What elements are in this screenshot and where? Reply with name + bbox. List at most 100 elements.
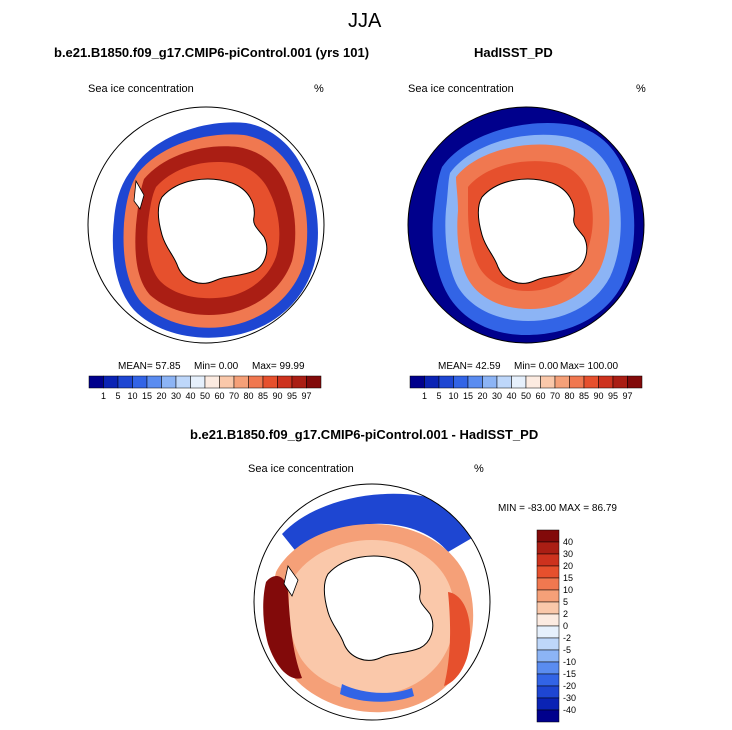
- panel1-colorbar-swatch: [219, 375, 235, 389]
- panel1-colorbar-tick-label: 97: [301, 391, 312, 401]
- panel1-colorbar-tick-label: 20: [156, 391, 167, 401]
- panel3-colorbar-tick-label: -40: [563, 705, 577, 715]
- panel2-colorbar-tick-label: 5: [436, 391, 442, 401]
- panel2-colorbar-swatch: [598, 375, 614, 389]
- panel1-colorbar-swatch: [88, 375, 104, 389]
- panel3-colorbar-tick-label: -5: [563, 645, 572, 655]
- panel3-colorbar-swatch: [536, 589, 560, 603]
- panel1-colorbar-swatch: [132, 375, 148, 389]
- panel3-colorbar-swatch: [536, 601, 560, 615]
- panel2-colorbar-swatch: [554, 375, 570, 389]
- panel3-colorbar-swatch: [536, 649, 560, 663]
- panel3-colorbar-tick-label: -30: [563, 693, 577, 703]
- panel2-mean: MEAN= 42.59: [438, 361, 501, 372]
- panel2-colorbar-swatch: [612, 375, 628, 389]
- panel2-map: [407, 106, 645, 344]
- panel2-colorbar-swatch: [540, 375, 556, 389]
- panel3-title: b.e21.B1850.f09_g17.CMIP6-piControl.001 …: [190, 427, 539, 442]
- panel2-colorbar-tick-label: 70: [549, 391, 561, 401]
- panel2-title: HadISST_PD: [474, 45, 553, 60]
- panel1-colorbar-swatch: [146, 375, 162, 389]
- panel3-colorbar-swatch: [536, 625, 560, 639]
- panel2-colorbar-tick-label: 20: [477, 391, 488, 401]
- panel1-colorbar-swatch: [262, 375, 278, 389]
- panel2-colorbar-swatch: [409, 375, 425, 389]
- panel3-colorbar-tick-label: 40: [563, 537, 574, 547]
- panel1-colorbar-tick-label: 15: [141, 391, 153, 401]
- panel1-colorbar-swatch: [291, 375, 307, 389]
- panel2-colorbar-tick-label: 10: [448, 391, 459, 401]
- panel1-colorbar-swatch: [204, 375, 220, 389]
- panel1-units-label: %: [314, 83, 324, 95]
- panel1-map: [87, 106, 325, 344]
- panel3-variable-label: Sea ice concentration: [248, 463, 354, 475]
- panel3-colorbar-swatch: [536, 529, 560, 543]
- panel2-colorbar-swatch: [438, 375, 454, 389]
- panel1-colorbar-tick-label: 90: [272, 391, 283, 401]
- panel3-colorbar-ticks: 40 30 20 15 10 5 2 0 -2 -5 -10 -15 -20 -30 -40: [563, 530, 593, 722]
- panel3-map: [253, 483, 491, 721]
- panel3-colorbar-tick-label: -10: [563, 657, 577, 667]
- panel2-colorbar-swatch: [569, 375, 585, 389]
- panel1-colorbar-tick-label: 95: [286, 391, 298, 401]
- panel3-colorbar-tick-label: 2: [563, 609, 569, 619]
- panel2-colorbar-swatch: [525, 375, 541, 389]
- panel2-colorbar-tick-label: 95: [607, 391, 619, 401]
- panel3-colorbar-swatch: [536, 709, 560, 723]
- panel2-colorbar-tick-label: 30: [491, 391, 503, 401]
- panel2-colorbar: [409, 375, 643, 389]
- figure-title: JJA: [348, 10, 382, 32]
- panel1-colorbar-swatch: [190, 375, 206, 389]
- panel2-colorbar-tick-label: 1: [421, 391, 428, 401]
- panel3-colorbar-tick-label: 15: [563, 573, 574, 583]
- panel3-colorbar-tick-label: 10: [563, 585, 574, 595]
- panel3-colorbar-swatch: [536, 637, 560, 651]
- panel1-mean: MEAN= 57.85: [118, 361, 181, 372]
- panel2-colorbar-tick-label: 50: [520, 391, 532, 401]
- panel1-colorbar-swatch: [117, 375, 133, 389]
- panel2-colorbar-tick-label: 40: [506, 391, 517, 401]
- panel2-units-label: %: [636, 83, 646, 95]
- panel1-colorbar-swatch: [161, 375, 177, 389]
- panel1-min: Min= 0.00: [194, 361, 239, 372]
- panel2-colorbar-swatch: [453, 375, 469, 389]
- panel3-colorbar-tick-label: -2: [563, 633, 572, 643]
- panel1-colorbar-tick-label: 50: [199, 391, 211, 401]
- panel2-min: Min= 0.00: [514, 361, 559, 372]
- panel1-max: Max= 99.99: [252, 361, 305, 372]
- panel2-colorbar-swatch: [496, 375, 512, 389]
- panel3-colorbar-tick-label: 30: [563, 549, 574, 559]
- panel2-colorbar-swatch: [627, 375, 643, 389]
- panel1-colorbar-tick-label: 85: [257, 391, 269, 401]
- panel3-colorbar-swatch: [536, 685, 560, 699]
- panel3-units-label: %: [474, 463, 484, 475]
- panel3-colorbar-swatch: [536, 613, 560, 627]
- panel2-colorbar-swatch: [482, 375, 498, 389]
- panel1-colorbar-tick-label: 80: [243, 391, 254, 401]
- panel1-colorbar-tick-label: 10: [127, 391, 138, 401]
- panel1-colorbar-tick-label: 5: [115, 391, 121, 401]
- panel3-colorbar: [536, 529, 560, 723]
- panel1-colorbar-swatch: [306, 375, 322, 389]
- panel1-colorbar-swatch: [277, 375, 293, 389]
- panel1-colorbar-tick-label: 1: [100, 391, 107, 401]
- panel2-colorbar-tick-label: 80: [564, 391, 575, 401]
- panel3-colorbar-tick-label: 0: [563, 621, 569, 631]
- panel1-colorbar-swatch: [175, 375, 191, 389]
- panel3-minmax: MIN = -83.00 MAX = 86.79: [498, 503, 617, 514]
- panel3-colorbar-swatch: [536, 541, 560, 555]
- panel3-colorbar-tick-label: -15: [563, 669, 577, 679]
- panel1-colorbar-ticks: 1 5 10 15 20 30 40 50 60 70 80 85 90 95 97: [89, 391, 321, 403]
- panel2-colorbar-swatch: [467, 375, 483, 389]
- panel1-colorbar-tick-label: 60: [214, 391, 225, 401]
- panel2-colorbar-tick-label: 97: [622, 391, 633, 401]
- panel1-colorbar: [88, 375, 322, 389]
- panel1-variable-label: Sea ice concentration: [88, 83, 194, 95]
- panel3-colorbar-swatch: [536, 697, 560, 711]
- panel3-colorbar-tick-label: 20: [563, 561, 574, 571]
- panel2-colorbar-tick-label: 85: [578, 391, 590, 401]
- panel3-colorbar-swatch: [536, 565, 560, 579]
- panel1-colorbar-tick-label: 70: [228, 391, 240, 401]
- panel1-colorbar-tick-label: 30: [170, 391, 182, 401]
- panel3-colorbar-tick-label: 5: [563, 597, 569, 607]
